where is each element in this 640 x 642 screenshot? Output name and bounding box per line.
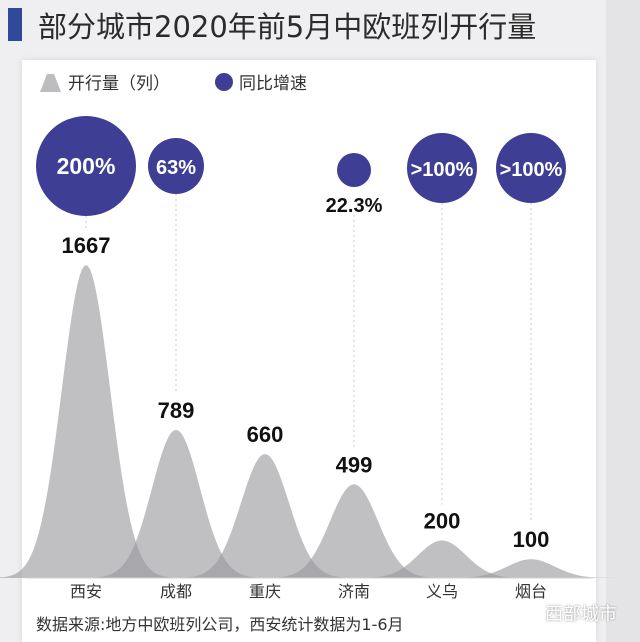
growth-bubble	[337, 153, 371, 187]
category-label: 成都	[160, 582, 192, 601]
category-label: 烟台	[515, 582, 547, 601]
category-label: 西安	[70, 582, 102, 601]
legend-circle-icon	[215, 73, 233, 91]
peak-2	[169, 454, 361, 578]
category-label: 重庆	[249, 582, 281, 601]
title-marker	[8, 8, 22, 41]
growth-bubble	[496, 133, 566, 203]
value-label: 789	[158, 398, 195, 423]
value-label: 660	[247, 422, 284, 447]
category-label: 义乌	[426, 582, 458, 601]
peak-5	[435, 559, 627, 578]
right-margin	[606, 0, 640, 642]
value-label: 100	[513, 527, 550, 552]
value-label: 1667	[62, 233, 111, 258]
growth-label: >100%	[500, 159, 563, 181]
legend-label-volume: 开行量（列）	[68, 74, 170, 94]
chart-title: 部分城市2020年前5月中欧班列开行量	[38, 10, 537, 44]
watermark: 西部城市	[545, 604, 617, 625]
category-label: 济南	[338, 582, 370, 601]
peak-1	[80, 429, 272, 578]
growth-bubble	[407, 133, 477, 203]
growth-label: >100%	[411, 159, 474, 181]
peak-0	[0, 265, 182, 578]
legend-triangle-icon	[40, 74, 61, 92]
value-label: 499	[336, 452, 373, 477]
growth-label: 22.3%	[326, 195, 383, 217]
growth-bubble	[148, 138, 204, 194]
source-note: 数据来源:地方中欧班列公司，西安统计数据为1-6月	[36, 615, 404, 634]
growth-label: 200%	[57, 153, 116, 179]
growth-label: 63%	[156, 157, 196, 179]
growth-bubble	[36, 116, 136, 216]
peak-4	[346, 540, 538, 578]
value-label: 200	[424, 508, 461, 533]
peak-3	[258, 484, 450, 578]
legend-label-growth: 同比增速	[239, 74, 307, 94]
legend: 开行量（列） 同比增速	[40, 73, 307, 94]
